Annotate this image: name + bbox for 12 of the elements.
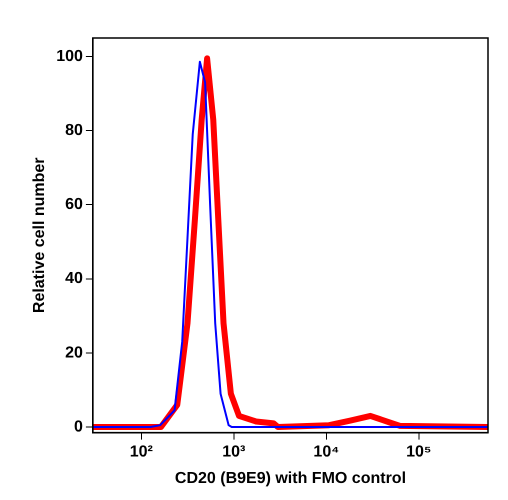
x-tick-label: 10³ bbox=[222, 444, 246, 461]
y-tick-label: 60 bbox=[65, 196, 83, 214]
y-tick-label: 20 bbox=[65, 344, 83, 362]
y-tick-label: 40 bbox=[65, 270, 83, 288]
x-tick-label: 10⁵ bbox=[406, 444, 432, 461]
x-tick-label: 10⁴ bbox=[313, 444, 340, 461]
y-tick-label: 80 bbox=[65, 122, 83, 140]
y-tick-label: 100 bbox=[56, 48, 83, 65]
x-tick-label: 10² bbox=[130, 444, 153, 461]
y-tick-label: 0 bbox=[74, 418, 83, 436]
y-axis-title: Relative cell number bbox=[31, 157, 48, 314]
x-axis-title: CD20 (B9E9) with FMO control bbox=[174, 470, 406, 487]
